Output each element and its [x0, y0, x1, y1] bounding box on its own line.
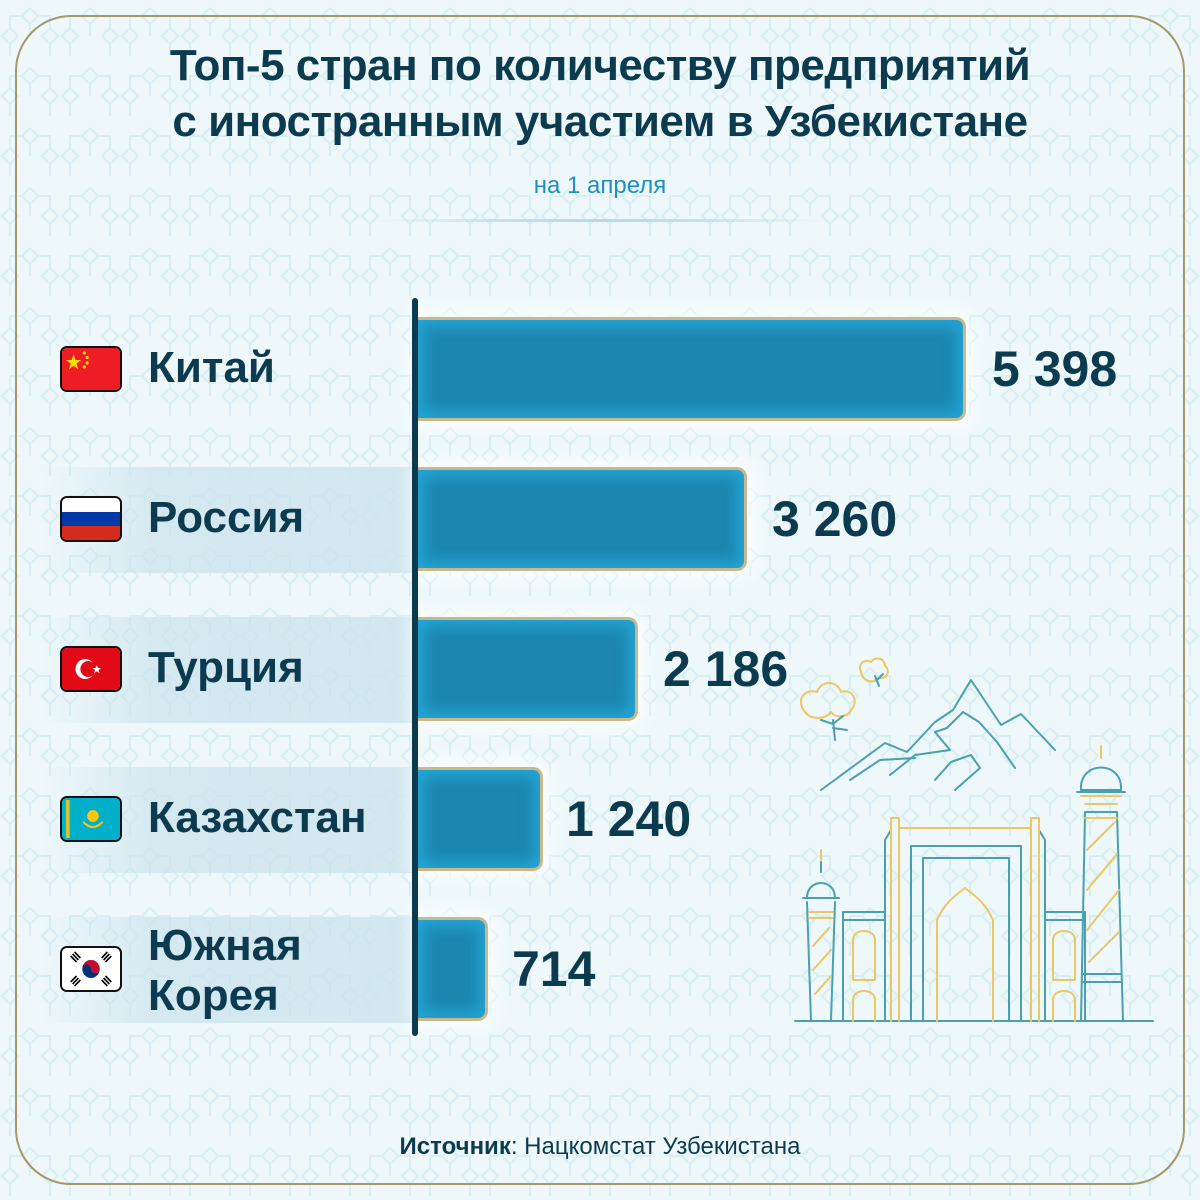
chart-row-turkey: Турция 2 186 — [0, 617, 1200, 723]
chart-axis — [412, 298, 418, 1036]
south-korea-flag-icon — [60, 946, 122, 992]
source-note: Источник: Нацкомстат Узбекистана — [0, 1133, 1200, 1161]
russia-flag-icon — [60, 496, 122, 542]
chart-row-china: Китай 5 398 — [0, 317, 1200, 423]
country-label: Казахстан — [148, 793, 367, 842]
country-label: Китай — [148, 343, 275, 392]
bar-south-korea — [418, 917, 488, 1021]
title-line-2: с иностранным участием в Узбекистане — [172, 97, 1028, 146]
madrasa-illustration-icon — [794, 657, 1154, 1022]
source-separator: : — [510, 1133, 525, 1160]
value-label: 714 — [512, 941, 596, 997]
country-label: Турция — [148, 643, 304, 692]
value-label: 1 240 — [566, 791, 692, 847]
card-frame — [15, 15, 1185, 1185]
chart-row-kazakhstan: Казахстан 1 240 — [0, 767, 1200, 873]
bar-china — [418, 317, 966, 421]
china-flag-icon — [60, 346, 122, 392]
bar-russia — [418, 467, 747, 571]
title-line-1: Топ-5 стран по количеству предприятий — [169, 41, 1031, 90]
chart-row-south-korea: Южная Корея 714 — [0, 917, 1200, 1023]
page-title: Топ-5 стран по количеству предприятий с … — [0, 38, 1200, 150]
bar-kazakhstan — [418, 767, 543, 871]
country-label: Южная Корея — [148, 921, 302, 1021]
turkey-flag-icon — [60, 646, 122, 692]
chart-row-russia: Россия 3 260 — [0, 467, 1200, 573]
source-label: Источник — [399, 1133, 511, 1160]
country-label-line-1: Южная — [148, 921, 302, 970]
value-label: 2 186 — [663, 641, 789, 697]
kazakhstan-flag-icon — [60, 796, 122, 842]
value-label: 5 398 — [992, 341, 1118, 397]
country-label: Россия — [148, 493, 305, 542]
value-label: 3 260 — [772, 491, 898, 547]
bar-turkey — [418, 617, 638, 721]
subtitle-date: на 1 апреля — [533, 172, 667, 199]
source-value: Нацкомстат Узбекистана — [524, 1133, 801, 1160]
cotton-icon — [799, 657, 889, 719]
title-divider — [370, 219, 830, 222]
country-label-line-2: Корея — [148, 971, 279, 1020]
